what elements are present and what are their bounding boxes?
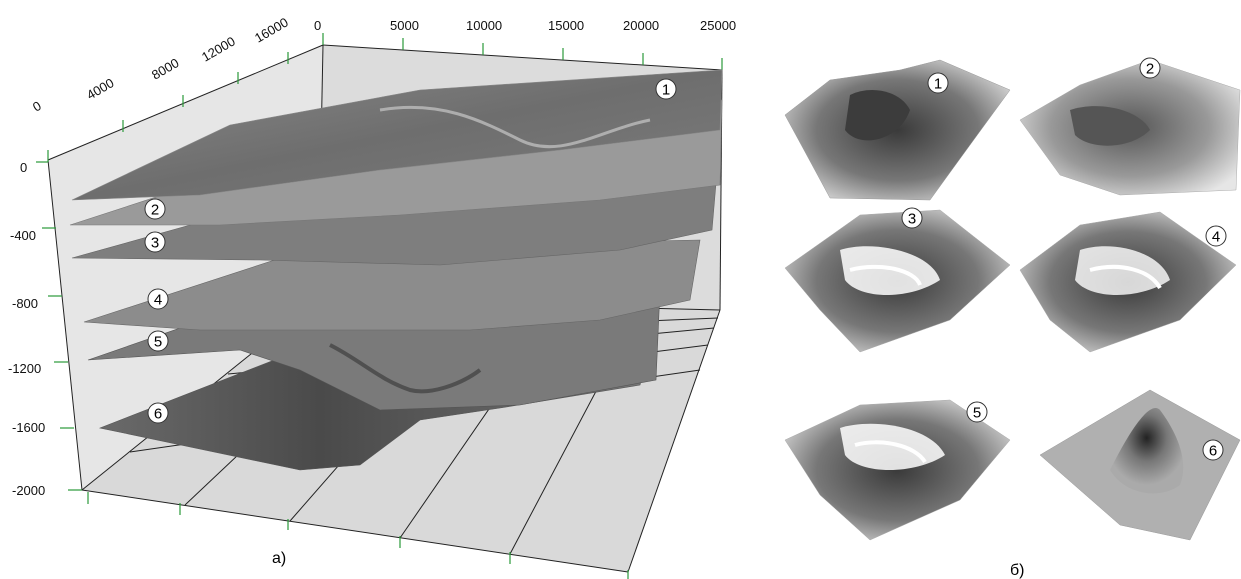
surface-1-sheet: [71, 69, 723, 201]
thumbnail-4: 4: [1019, 211, 1237, 353]
z-tick-0: 0: [20, 160, 27, 175]
z-axis-tick-labels: 0 -400 -800 -1200 -1600 -2000: [8, 160, 45, 498]
marker-3: 3: [144, 231, 166, 253]
svg-text:4: 4: [154, 292, 162, 309]
x-tick-1: 5000: [390, 18, 419, 33]
surface-trough: [329, 343, 482, 394]
left-wall-grid: [47, 44, 324, 491]
thumbnail-1: 1: [784, 59, 1011, 201]
surface-markers: 1 2 3 4 5 6: [144, 78, 677, 424]
z-tick-5: -2000: [12, 483, 45, 498]
axis-ticks: [36, 33, 723, 579]
marker-6: 6: [147, 402, 169, 424]
panel-a-caption: а): [272, 550, 286, 567]
svg-text:6: 6: [154, 406, 162, 423]
svg-text:2: 2: [1146, 61, 1154, 78]
surface-ridge: [379, 105, 651, 149]
panel-b-caption: б): [1010, 562, 1025, 579]
z-tick-3: -1200: [8, 361, 41, 376]
svg-text:1: 1: [662, 82, 670, 99]
y-tick-3: 12000: [199, 34, 238, 65]
svg-text:6: 6: [1209, 443, 1217, 460]
svg-text:3: 3: [908, 211, 916, 228]
horizon-surfaces: [69, 69, 723, 471]
x-tick-0: 0: [314, 18, 321, 33]
marker-4: 4: [147, 288, 169, 310]
marker-2: 2: [144, 198, 166, 220]
thumbnail-2: 2: [1019, 57, 1241, 196]
x-axis-tick-labels: 0 5000 10000 15000 20000 25000: [314, 18, 736, 33]
y-tick-2: 8000: [149, 55, 182, 82]
x-tick-5: 25000: [700, 18, 736, 33]
marker-5: 5: [147, 330, 169, 352]
z-tick-4: -1600: [12, 420, 45, 435]
svg-text:4: 4: [1212, 229, 1220, 246]
svg-text:3: 3: [151, 235, 159, 252]
x-tick-3: 15000: [548, 18, 584, 33]
panel-b: 1 2 3 4 5: [784, 57, 1241, 579]
z-tick-2: -800: [12, 296, 38, 311]
y-tick-4: 16000: [252, 15, 291, 46]
thumbnail-6: 6: [1039, 389, 1241, 541]
marker-1: 1: [655, 78, 677, 100]
y-tick-0: 0: [30, 98, 44, 115]
svg-text:5: 5: [973, 405, 981, 422]
y-tick-1: 4000: [84, 75, 117, 102]
panel-a: 0 5000 10000 15000 20000 25000 0 4000 80…: [8, 15, 736, 579]
svg-text:5: 5: [154, 334, 162, 351]
x-tick-4: 20000: [623, 18, 659, 33]
thumbnail-5: 5: [784, 399, 1011, 541]
thumbnail-3: 3: [784, 207, 1011, 353]
x-tick-2: 10000: [466, 18, 502, 33]
svg-text:2: 2: [151, 202, 159, 219]
z-tick-1: -400: [10, 228, 36, 243]
svg-text:1: 1: [934, 76, 942, 93]
